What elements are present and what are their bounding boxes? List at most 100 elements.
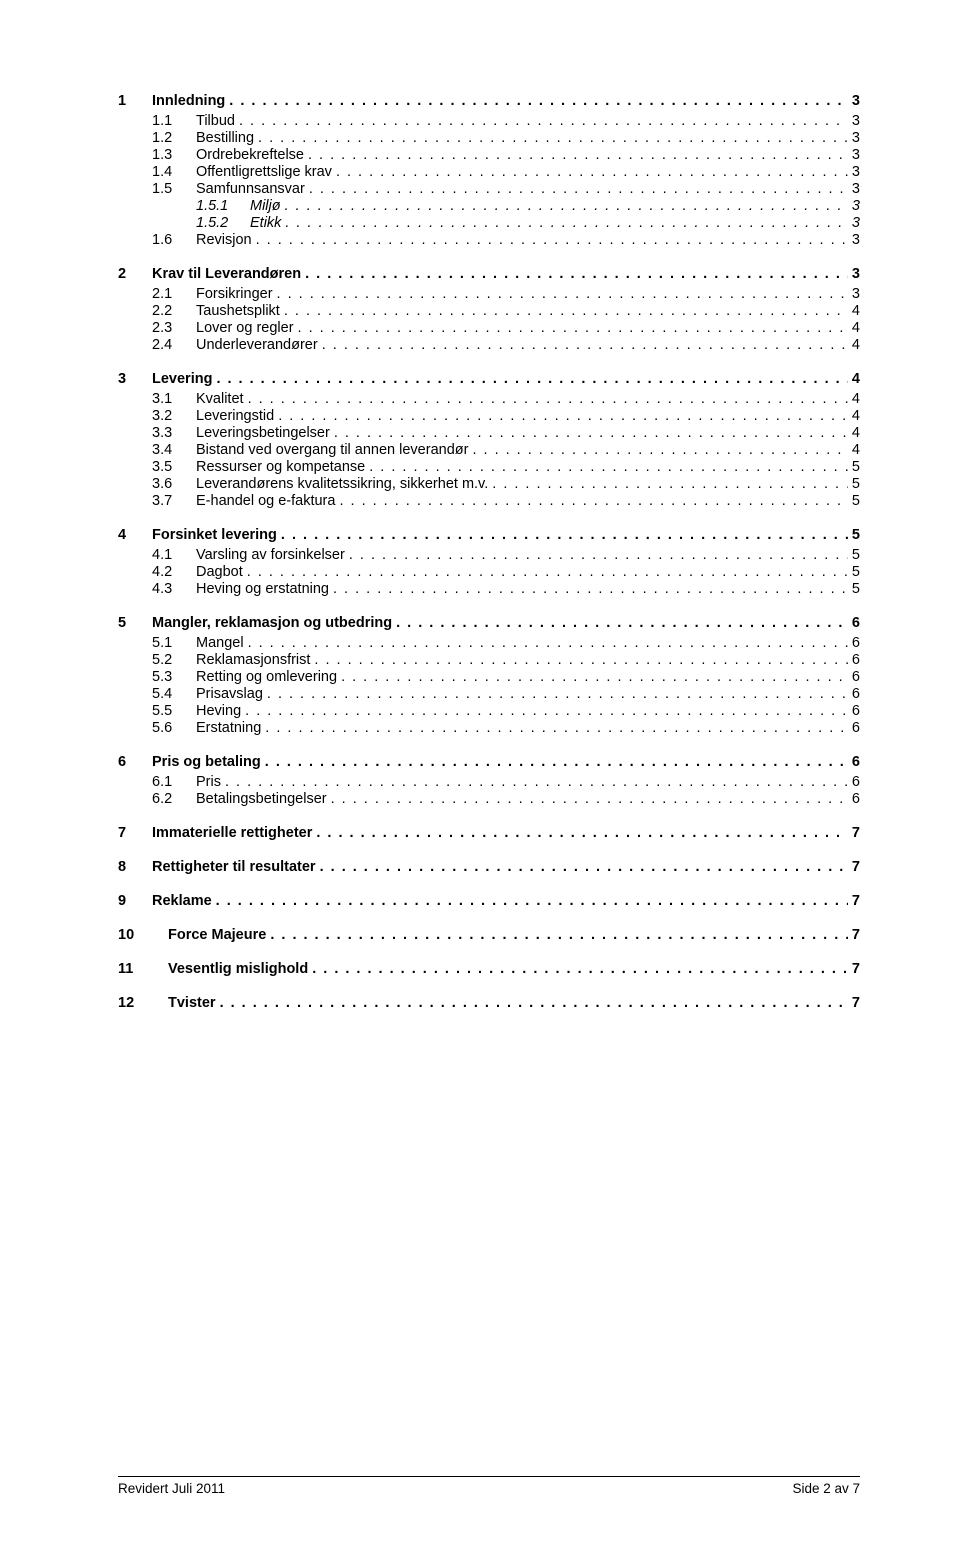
toc-leader: . . . . . . . . . . . . . . . . . . . . …: [310, 652, 848, 668]
toc-label: Leverandørens kvalitetssikring, sikkerhe…: [196, 476, 488, 492]
footer-left: Revidert Juli 2011: [118, 1481, 225, 1496]
toc-page: 3: [848, 93, 860, 109]
toc-entry: 3.2Leveringstid. . . . . . . . . . . . .…: [118, 408, 860, 424]
toc-leader: . . . . . . . . . . . . . . . . . . . . …: [327, 791, 848, 807]
toc-number: 3.3: [152, 425, 196, 441]
toc-entry: 3.4Bistand ved overgang til annen levera…: [118, 442, 860, 458]
toc-label: Reklamasjonsfrist: [196, 652, 310, 668]
toc-page: 4: [848, 320, 860, 336]
toc-number: 5.1: [152, 635, 196, 651]
toc-entry: 8Rettigheter til resultater. . . . . . .…: [118, 859, 860, 875]
toc-leader: . . . . . . . . . . . . . . . . . . . . …: [221, 774, 848, 790]
toc-page: 6: [848, 652, 860, 668]
toc-entry: 3.6Leverandørens kvalitetssikring, sikke…: [118, 476, 860, 492]
toc-page: 3: [848, 147, 860, 163]
toc-page: 5: [848, 527, 860, 543]
toc-entry: 5.5Heving. . . . . . . . . . . . . . . .…: [118, 703, 860, 719]
toc-page: 3: [848, 266, 860, 282]
toc-entry: 2.2Taushetsplikt. . . . . . . . . . . . …: [118, 303, 860, 319]
toc-leader: . . . . . . . . . . . . . . . . . . . . …: [273, 286, 848, 302]
toc-number: 12: [118, 995, 168, 1011]
toc-number: 1.1: [152, 113, 196, 129]
toc-page: 5: [848, 476, 860, 492]
toc-page: 4: [848, 442, 860, 458]
toc-page: 6: [848, 703, 860, 719]
toc-number: 1.3: [152, 147, 196, 163]
toc-leader: . . . . . . . . . . . . . . . . . . . . …: [468, 442, 847, 458]
toc-page: 6: [848, 669, 860, 685]
toc-page: 4: [848, 303, 860, 319]
toc-label: Mangler, reklamasjon og utbedring: [152, 615, 392, 631]
toc-number: 1.2: [152, 130, 196, 146]
toc-page: 3: [848, 113, 860, 129]
toc-page: 5: [848, 581, 860, 597]
toc-leader: . . . . . . . . . . . . . . . . . . . . …: [254, 130, 848, 146]
toc-page: 7: [848, 995, 860, 1011]
toc-page: 6: [848, 774, 860, 790]
toc-page: 6: [848, 615, 860, 631]
toc-number: 6.2: [152, 791, 196, 807]
toc-leader: . . . . . . . . . . . . . . . . . . . . …: [316, 859, 848, 875]
toc-page: 4: [848, 425, 860, 441]
toc-entry: 4Forsinket levering. . . . . . . . . . .…: [118, 527, 860, 543]
toc-page: 7: [848, 859, 860, 875]
toc-number: 3.2: [152, 408, 196, 424]
toc-page: 6: [848, 720, 860, 736]
toc-leader: . . . . . . . . . . . . . . . . . . . . …: [337, 669, 848, 685]
toc-entry: 3.1Kvalitet. . . . . . . . . . . . . . .…: [118, 391, 860, 407]
toc-label: E-handel og e-faktura: [196, 493, 335, 509]
toc-leader: . . . . . . . . . . . . . . . . . . . . …: [263, 686, 848, 702]
toc-entry: 5.2Reklamasjonsfrist. . . . . . . . . . …: [118, 652, 860, 668]
toc-leader: . . . . . . . . . . . . . . . . . . . . …: [281, 198, 848, 214]
toc-page: 5: [848, 564, 860, 580]
toc-leader: . . . . . . . . . . . . . . . . . . . . …: [281, 215, 848, 231]
toc-label: Forsikringer: [196, 286, 273, 302]
toc-label: Bistand ved overgang til annen leverandø…: [196, 442, 468, 458]
toc-label: Dagbot: [196, 564, 243, 580]
toc-number: 2.2: [152, 303, 196, 319]
toc-label: Bestilling: [196, 130, 254, 146]
toc-leader: . . . . . . . . . . . . . . . . . . . . …: [252, 232, 848, 248]
toc-leader: . . . . . . . . . . . . . . . . . . . . …: [308, 961, 848, 977]
toc-entry: 4.2Dagbot. . . . . . . . . . . . . . . .…: [118, 564, 860, 580]
toc-label: Miljø: [250, 198, 281, 214]
toc-entry: 1.5.2Etikk. . . . . . . . . . . . . . . …: [118, 215, 860, 231]
toc-label: Heving og erstatning: [196, 581, 329, 597]
toc-number: 5.6: [152, 720, 196, 736]
toc-page: 3: [848, 130, 860, 146]
toc-page: 5: [848, 459, 860, 475]
toc-page: 6: [848, 754, 860, 770]
toc-label: Immaterielle rettigheter: [152, 825, 312, 841]
toc-entry: 1Innledning. . . . . . . . . . . . . . .…: [118, 93, 860, 109]
toc-number: 2.1: [152, 286, 196, 302]
toc-number: 4.1: [152, 547, 196, 563]
toc-entry: 5.3Retting og omlevering. . . . . . . . …: [118, 669, 860, 685]
toc-page: 7: [848, 825, 860, 841]
toc-number: 3.6: [152, 476, 196, 492]
toc-label: Force Majeure: [168, 927, 266, 943]
toc-number: 4.2: [152, 564, 196, 580]
toc-leader: . . . . . . . . . . . . . . . . . . . . …: [345, 547, 848, 563]
toc-entry: 6Pris og betaling. . . . . . . . . . . .…: [118, 754, 860, 770]
toc-number: 3: [118, 371, 152, 387]
toc-leader: . . . . . . . . . . . . . . . . . . . . …: [243, 564, 848, 580]
toc-entry: 1.5Samfunnsansvar. . . . . . . . . . . .…: [118, 181, 860, 197]
toc-leader: . . . . . . . . . . . . . . . . . . . . …: [277, 527, 848, 543]
toc-number: 2: [118, 266, 152, 282]
toc-label: Kvalitet: [196, 391, 244, 407]
toc-label: Etikk: [250, 215, 281, 231]
toc-page: 3: [848, 164, 860, 180]
toc-label: Mangel: [196, 635, 244, 651]
toc-leader: . . . . . . . . . . . . . . . . . . . . …: [332, 164, 848, 180]
toc-label: Ordrebekreftelse: [196, 147, 304, 163]
toc-leader: . . . . . . . . . . . . . . . . . . . . …: [280, 303, 848, 319]
toc-number: 6: [118, 754, 152, 770]
toc-leader: . . . . . . . . . . . . . . . . . . . . …: [329, 581, 848, 597]
toc-number: 8: [118, 859, 152, 875]
toc-leader: . . . . . . . . . . . . . . . . . . . . …: [392, 615, 848, 631]
toc-entry: 1.1Tilbud. . . . . . . . . . . . . . . .…: [118, 113, 860, 129]
toc-label: Rettigheter til resultater: [152, 859, 316, 875]
toc-entry: 12Tvister. . . . . . . . . . . . . . . .…: [118, 995, 860, 1011]
toc-leader: . . . . . . . . . . . . . . . . . . . . …: [225, 93, 848, 109]
toc-leader: . . . . . . . . . . . . . . . . . . . . …: [216, 995, 848, 1011]
